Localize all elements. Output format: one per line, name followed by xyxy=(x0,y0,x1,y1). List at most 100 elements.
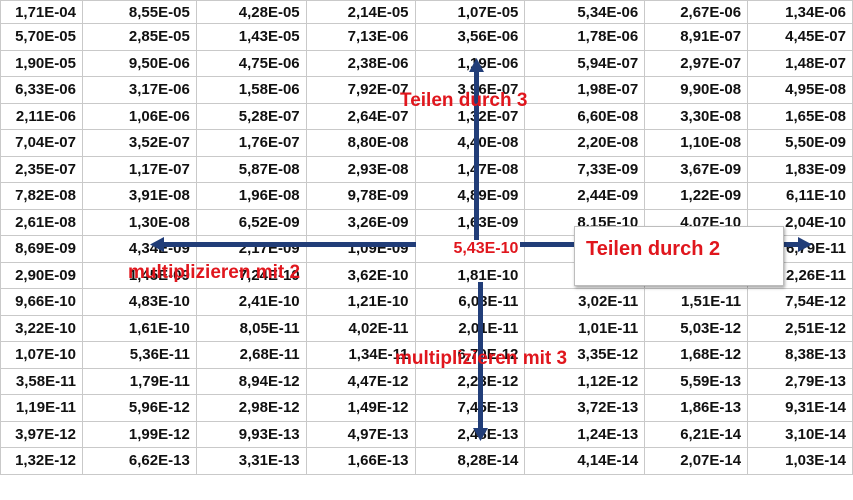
table-cell[interactable]: 1,03E-14 xyxy=(747,447,853,475)
table-cell[interactable]: 8,80E-08 xyxy=(305,129,416,157)
table-cell[interactable]: 1,17E-07 xyxy=(81,155,197,183)
table-cell[interactable]: 2,11E-06 xyxy=(0,102,83,130)
table-cell[interactable]: 7,92E-07 xyxy=(305,76,416,104)
table-cell[interactable]: 6,62E-13 xyxy=(81,447,197,475)
table-cell[interactable]: 2,51E-12 xyxy=(747,314,853,342)
table-cell[interactable]: 9,66E-10 xyxy=(0,288,83,316)
table-cell[interactable]: 4,89E-09 xyxy=(414,182,526,210)
table-cell[interactable]: 1,83E-09 xyxy=(747,155,853,183)
table-cell[interactable]: 2,85E-05 xyxy=(81,23,197,51)
table-cell[interactable]: 2,93E-08 xyxy=(305,155,416,183)
table-cell[interactable]: 3,91E-08 xyxy=(81,182,197,210)
table-cell[interactable]: 2,44E-09 xyxy=(524,182,646,210)
table-cell[interactable]: 6,21E-14 xyxy=(644,420,749,448)
table-cell[interactable]: 1,12E-12 xyxy=(524,367,646,395)
table-cell[interactable]: 1,66E-13 xyxy=(305,447,416,475)
table-cell[interactable]: 4,47E-12 xyxy=(305,367,416,395)
table-cell[interactable]: 5,36E-11 xyxy=(81,341,197,369)
table-cell[interactable]: 1,07E-05 xyxy=(414,0,526,24)
table-cell[interactable]: 1,65E-08 xyxy=(747,102,853,130)
table-cell[interactable]: 7,13E-06 xyxy=(305,23,416,51)
table-cell[interactable]: 7,45E-13 xyxy=(414,394,526,422)
table-cell[interactable]: 3,52E-07 xyxy=(81,129,197,157)
table-cell[interactable]: 9,93E-13 xyxy=(195,420,307,448)
table-cell[interactable]: 4,40E-08 xyxy=(414,129,526,157)
table-cell[interactable]: 6,03E-11 xyxy=(414,288,526,316)
table-cell[interactable]: 1,32E-12 xyxy=(0,447,83,475)
table-cell[interactable]: 1,43E-05 xyxy=(195,23,307,51)
table-cell[interactable]: 1,78E-06 xyxy=(524,23,646,51)
table-cell[interactable]: 4,97E-13 xyxy=(305,420,416,448)
table-cell[interactable]: 1,10E-08 xyxy=(644,129,749,157)
table-cell[interactable]: 6,33E-06 xyxy=(0,76,83,104)
table-cell[interactable]: 1,86E-13 xyxy=(644,394,749,422)
table-cell[interactable]: 1,76E-07 xyxy=(195,129,307,157)
table-cell[interactable]: 4,28E-05 xyxy=(195,0,307,24)
table-cell[interactable]: 2,98E-12 xyxy=(195,394,307,422)
table-cell[interactable]: 2,68E-11 xyxy=(195,341,307,369)
table-cell[interactable]: 1,98E-07 xyxy=(524,76,646,104)
table-cell[interactable]: 6,70E-12 xyxy=(414,341,526,369)
table-cell[interactable]: 2,20E-08 xyxy=(524,129,646,157)
table-cell[interactable]: 9,90E-08 xyxy=(644,76,749,104)
table-cell[interactable]: 1,07E-10 xyxy=(0,341,83,369)
table-cell[interactable]: 5,70E-05 xyxy=(0,23,83,51)
table-cell[interactable]: 1,34E-06 xyxy=(747,0,853,24)
table-cell[interactable]: 2,67E-06 xyxy=(644,0,749,24)
table-cell[interactable]: 1,49E-12 xyxy=(305,394,416,422)
table-cell[interactable]: 3,31E-13 xyxy=(195,447,307,475)
table-cell[interactable]: 1,32E-07 xyxy=(414,102,526,130)
table-cell[interactable]: 7,04E-07 xyxy=(0,129,83,157)
table-cell[interactable]: 1,24E-13 xyxy=(524,420,646,448)
table-cell[interactable]: 1,22E-09 xyxy=(644,182,749,210)
table-cell[interactable]: 7,33E-09 xyxy=(524,155,646,183)
table-cell[interactable]: 7,82E-08 xyxy=(0,182,83,210)
table-cell[interactable]: 1,19E-11 xyxy=(0,394,83,422)
table-cell[interactable]: 1,30E-08 xyxy=(81,208,197,236)
table-cell[interactable]: 1,99E-12 xyxy=(81,420,197,448)
table-cell[interactable]: 3,02E-11 xyxy=(524,288,646,316)
table-cell[interactable]: 1,61E-10 xyxy=(81,314,197,342)
table-cell[interactable]: 4,95E-08 xyxy=(747,76,853,104)
table-cell[interactable]: 3,26E-09 xyxy=(305,208,416,236)
table-cell[interactable]: 3,56E-06 xyxy=(414,23,526,51)
table-cell[interactable]: 2,23E-12 xyxy=(414,367,526,395)
center-cell[interactable]: 5,43E-10 xyxy=(414,235,526,263)
table-cell[interactable]: 1,90E-05 xyxy=(0,49,83,77)
table-cell[interactable]: 2,04E-10 xyxy=(747,208,853,236)
table-cell[interactable]: 4,14E-14 xyxy=(524,447,646,475)
table-cell[interactable]: 8,38E-13 xyxy=(747,341,853,369)
table-cell[interactable]: 2,07E-14 xyxy=(644,447,749,475)
table-cell[interactable]: 1,51E-11 xyxy=(644,288,749,316)
table-cell[interactable]: 5,03E-12 xyxy=(644,314,749,342)
table-cell[interactable]: 7,54E-12 xyxy=(747,288,853,316)
table-cell[interactable]: 5,96E-12 xyxy=(81,394,197,422)
table-cell[interactable]: 1,21E-10 xyxy=(305,288,416,316)
table-cell[interactable]: 2,14E-05 xyxy=(305,0,416,24)
table-cell[interactable]: 3,35E-12 xyxy=(524,341,646,369)
table-cell[interactable]: 1,47E-08 xyxy=(414,155,526,183)
table-cell[interactable]: 3,17E-06 xyxy=(81,76,197,104)
table-cell[interactable]: 3,10E-14 xyxy=(747,420,853,448)
table-cell[interactable]: 8,69E-09 xyxy=(0,235,83,263)
table-cell[interactable]: 2,64E-07 xyxy=(305,102,416,130)
table-cell[interactable]: 5,59E-13 xyxy=(644,367,749,395)
table-cell[interactable]: 2,61E-08 xyxy=(0,208,83,236)
table-cell[interactable]: 2,48E-13 xyxy=(414,420,526,448)
table-cell[interactable]: 8,05E-11 xyxy=(195,314,307,342)
table-cell[interactable]: 6,52E-09 xyxy=(195,208,307,236)
table-cell[interactable]: 6,60E-08 xyxy=(524,102,646,130)
table-cell[interactable]: 3,96E-07 xyxy=(414,76,526,104)
table-cell[interactable]: 2,79E-13 xyxy=(747,367,853,395)
table-cell[interactable]: 3,22E-10 xyxy=(0,314,83,342)
table-cell[interactable]: 4,02E-11 xyxy=(305,314,416,342)
table-cell[interactable]: 3,30E-08 xyxy=(644,102,749,130)
table-cell[interactable]: 2,35E-07 xyxy=(0,155,83,183)
table-cell[interactable]: 6,11E-10 xyxy=(747,182,853,210)
table-cell[interactable]: 8,91E-07 xyxy=(644,23,749,51)
table-cell[interactable]: 1,19E-06 xyxy=(414,49,526,77)
table-cell[interactable]: 3,58E-11 xyxy=(0,367,83,395)
table-cell[interactable]: 1,48E-07 xyxy=(747,49,853,77)
table-cell[interactable]: 3,67E-09 xyxy=(644,155,749,183)
table-cell[interactable]: 8,28E-14 xyxy=(414,447,526,475)
